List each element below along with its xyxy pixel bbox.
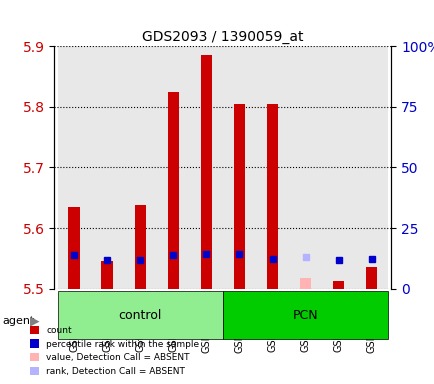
- FancyBboxPatch shape: [223, 291, 387, 339]
- Bar: [255, 46, 288, 289]
- Bar: [157, 46, 190, 289]
- Text: control: control: [118, 309, 161, 322]
- Text: ▶: ▶: [30, 314, 40, 327]
- Title: GDS2093 / 1390059_at: GDS2093 / 1390059_at: [142, 30, 303, 44]
- Bar: [354, 46, 387, 289]
- Bar: [68, 207, 80, 289]
- Bar: [134, 205, 146, 289]
- Text: agent: agent: [2, 316, 34, 326]
- Bar: [233, 104, 245, 289]
- Bar: [288, 46, 321, 289]
- Bar: [321, 46, 354, 289]
- Bar: [124, 46, 157, 289]
- Bar: [190, 46, 222, 289]
- Bar: [58, 46, 91, 289]
- Bar: [365, 268, 377, 289]
- Bar: [101, 262, 113, 289]
- Bar: [332, 281, 344, 289]
- Legend: count, percentile rank within the sample, value, Detection Call = ABSENT, rank, : count, percentile rank within the sample…: [26, 322, 202, 379]
- Bar: [200, 55, 212, 289]
- FancyBboxPatch shape: [58, 291, 223, 339]
- Bar: [266, 104, 278, 289]
- Bar: [299, 278, 311, 289]
- Text: PCN: PCN: [292, 309, 318, 322]
- Bar: [91, 46, 124, 289]
- Bar: [167, 91, 179, 289]
- Bar: [223, 46, 255, 289]
